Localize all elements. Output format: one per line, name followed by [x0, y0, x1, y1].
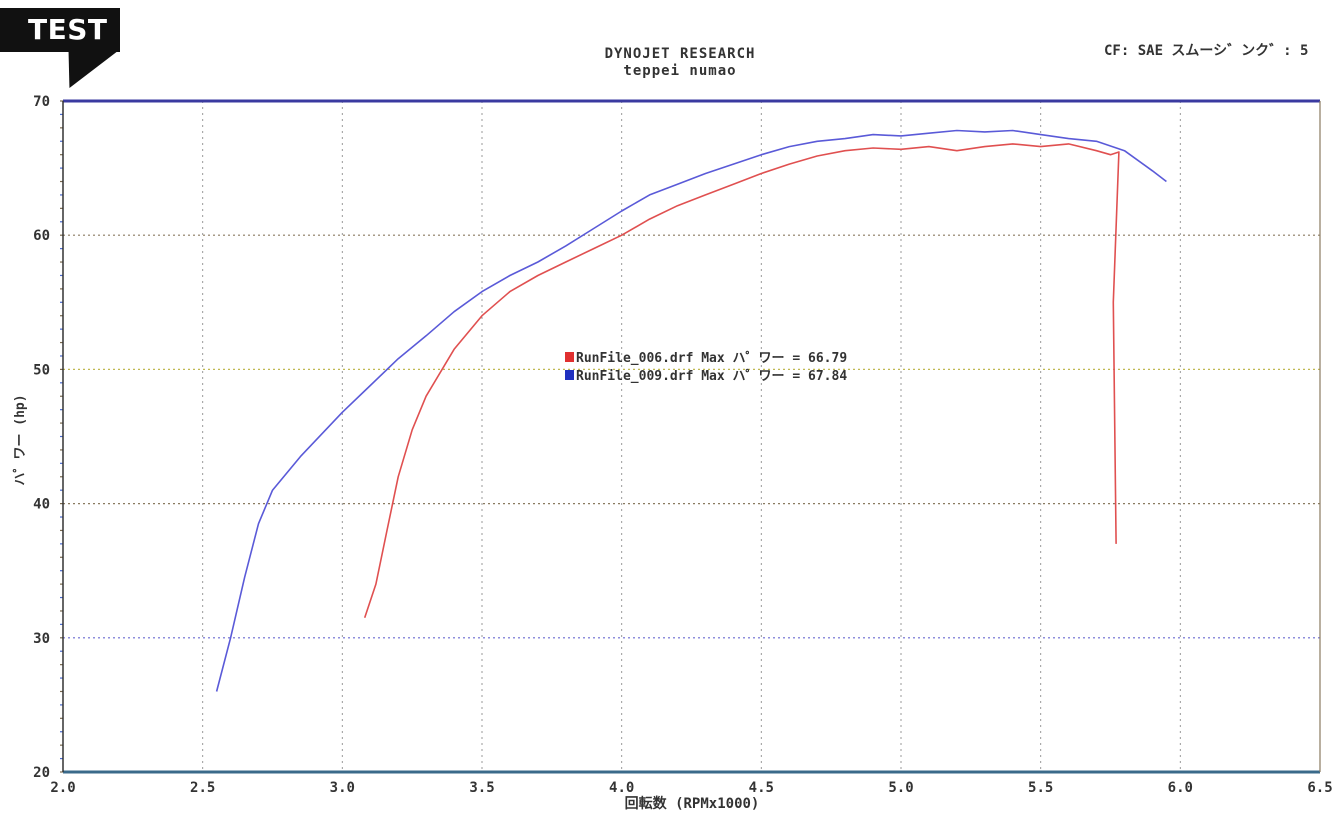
chart-title: DYNOJET RESEARCH: [604, 46, 756, 62]
x-tick-label: 3.5: [469, 780, 494, 796]
x-tick-label: 5.0: [888, 780, 913, 796]
x-tick-label: 2.5: [190, 780, 215, 796]
chart-subtitle: teppei numao: [623, 63, 737, 79]
legend-marker-run2: [565, 370, 574, 380]
chart-title-block: DYNOJET RESEARCH teppei numao: [540, 46, 820, 80]
test-badge: TEST: [0, 8, 120, 88]
x-tick-label: 5.5: [1028, 780, 1053, 796]
tick-labels: 2.0 2.5 3.0 3.5 4.0 4.5 5.0 5.5 6.0 6.5 20 30 40 50 60…: [33, 94, 1333, 796]
x-tick-label: 2.0: [50, 780, 75, 796]
y-tick-label: 20: [33, 765, 50, 781]
y-tick-label: 40: [33, 497, 50, 513]
legend-entry-run2: RunFile_009.drf Max ハ゜ワー = 67.84: [576, 369, 847, 384]
legend-entry-run1: RunFile_006.drf Max ハ゜ワー = 66.79: [576, 351, 847, 366]
x-tick-label: 6.0: [1168, 780, 1193, 796]
axes: [60, 99, 1321, 774]
series-line-run2: [215, 129, 1167, 692]
x-tick-label: 4.0: [609, 780, 634, 796]
y-tick-label: 50: [33, 362, 50, 378]
test-badge-label: TEST: [0, 8, 120, 52]
x-axis-label: 回転数 (RPMx1000): [625, 795, 760, 812]
series-lines: [215, 129, 1167, 692]
x-tick-label: 3.0: [330, 780, 355, 796]
y-tick-label: 60: [33, 228, 50, 244]
y-axis-label: ハ゜ワー (hp): [13, 394, 28, 485]
series-line-run1: [363, 143, 1120, 618]
y-tick-label: 70: [33, 94, 50, 110]
legend-marker-run1: [565, 352, 574, 362]
y-tick-label: 30: [33, 631, 50, 647]
grid: [63, 101, 1320, 772]
correction-factor-label: CF: SAE スムーシ゛ンク゛: 5: [1104, 43, 1309, 59]
x-tick-label: 6.5: [1307, 780, 1332, 796]
x-tick-label: 4.5: [749, 780, 774, 796]
legend: RunFile_006.drf Max ハ゜ワー = 66.79 RunFile…: [565, 351, 847, 384]
